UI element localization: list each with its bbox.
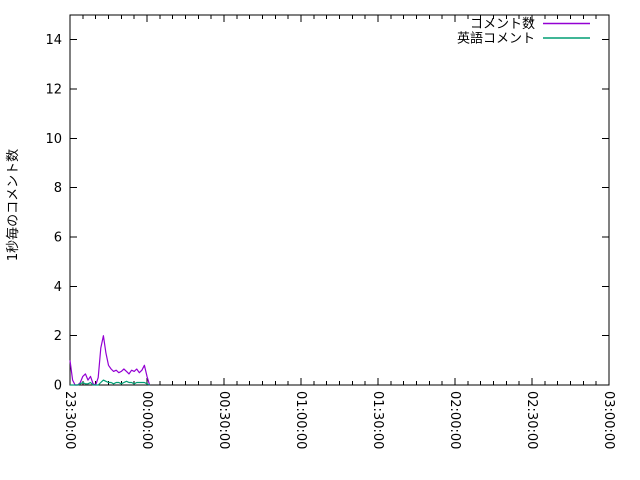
y-tick-label: 8 [54, 181, 62, 196]
x-axis-tick-labels: 23:30:00 00:00:00 00:30:00 01:00:00 01:30:00… [62, 391, 616, 449]
y-tick-label: 14 [45, 33, 62, 48]
legend-item-comments: コメント数 [470, 17, 590, 32]
y-axis-tick-labels: 0 2 4 6 8 10 12 14 [45, 33, 62, 393]
plot-border [69, 14, 610, 386]
y-tick-label: 2 [54, 329, 62, 344]
legend-label-english-comments: 英語コメント [457, 31, 535, 47]
series-line-1 [70, 379, 150, 386]
x-tick-label: 01:30:00 [370, 391, 385, 449]
x-tick-label: 02:00:00 [447, 391, 462, 449]
y-axis-ticks [70, 39, 609, 386]
x-tick-label: 03:00:00 [601, 391, 616, 449]
x-tick-label: 01:00:00 [293, 391, 308, 449]
series-line-0 [69, 335, 151, 386]
x-tick-label: 02:30:00 [524, 391, 539, 449]
legend: コメント数 英語コメント [457, 17, 590, 47]
x-tick-label: 00:30:00 [216, 391, 231, 449]
x-tick-label: 00:00:00 [139, 391, 154, 449]
x-axis-ticks [69, 15, 610, 385]
y-tick-label: 6 [54, 231, 62, 246]
legend-label-comments: コメント数 [470, 17, 535, 32]
y-tick-label: 4 [54, 280, 62, 295]
legend-item-english-comments: 英語コメント [457, 31, 590, 47]
series-lines [69, 335, 151, 386]
x-tick-label: 23:30:00 [62, 391, 77, 449]
y-tick-label: 10 [45, 132, 62, 147]
y-tick-label: 0 [54, 379, 62, 394]
y-axis-title: 1秒毎のコメント数 [5, 149, 21, 261]
y-tick-label: 12 [45, 83, 62, 98]
